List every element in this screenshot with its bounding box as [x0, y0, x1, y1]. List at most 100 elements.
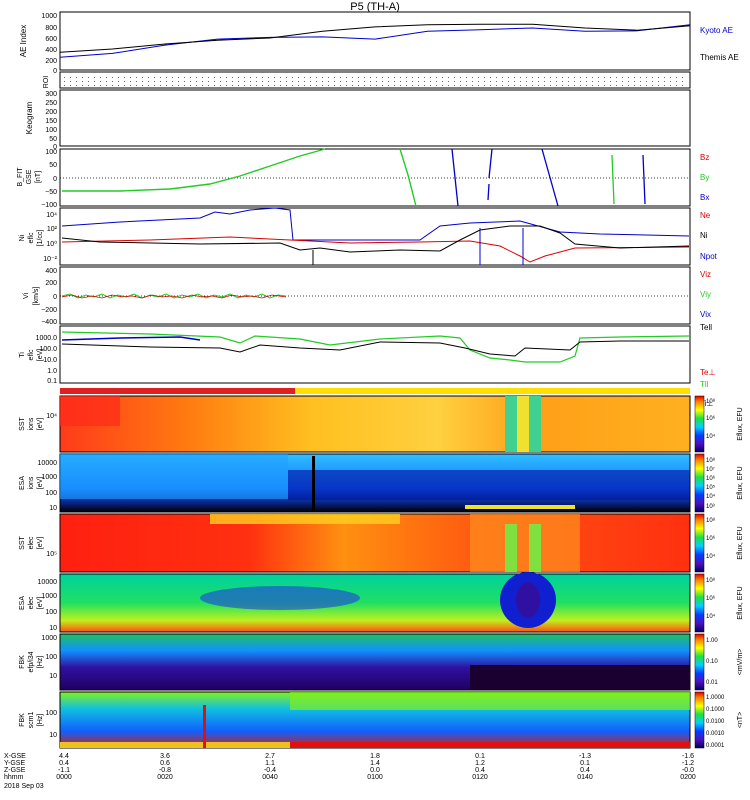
- vi-tick: −200: [41, 307, 57, 314]
- roi-dot: [436, 81, 437, 82]
- roi-dot: [574, 81, 575, 82]
- roi-dot: [166, 81, 167, 82]
- roi-dot: [142, 81, 143, 82]
- ni-ylabel-1: Ni: [19, 234, 26, 241]
- by-drop: [399, 148, 417, 207]
- esa2-tick: 10000: [38, 579, 58, 586]
- roi-dot: [130, 85, 131, 86]
- roi-dot: [310, 81, 311, 82]
- fbk1-tick: 10: [49, 673, 57, 680]
- ae-tick: 1000: [41, 13, 57, 20]
- roi-dot: [220, 81, 221, 82]
- roi-dot: [112, 77, 113, 78]
- roi-dot: [262, 85, 263, 86]
- roi-dot: [304, 81, 305, 82]
- roi-dot: [172, 77, 173, 78]
- cbar-tick: 10⁴: [706, 553, 716, 560]
- vi-tick: 200: [45, 280, 57, 287]
- roi-dot: [652, 81, 653, 82]
- roi-dot: [268, 81, 269, 82]
- keo-tick: 150: [45, 118, 57, 125]
- roi-dot: [622, 85, 623, 86]
- roi-dot: [502, 81, 503, 82]
- hhmm-0: 0000: [56, 774, 72, 781]
- roi-dot: [232, 81, 233, 82]
- roi-dot: [82, 85, 83, 86]
- legend-bz: Bz: [700, 153, 709, 162]
- roi-dot: [400, 77, 401, 78]
- roi-dot: [436, 77, 437, 78]
- ni-tick: 10⁴: [46, 212, 57, 219]
- hhmm-1: 0020: [157, 774, 173, 781]
- roi-dot: [316, 77, 317, 78]
- roi-dot: [190, 85, 191, 86]
- themis-ae-line: [59, 23, 691, 53]
- roi-dot: [286, 77, 287, 78]
- roi-dot: [364, 77, 365, 78]
- roi-dot: [304, 85, 305, 86]
- y-gse-0: 0.4: [59, 760, 69, 767]
- roi-dot: [526, 85, 527, 86]
- roi-dot: [316, 85, 317, 86]
- roi-dot: [148, 81, 149, 82]
- roi-dot: [238, 77, 239, 78]
- roi-dot: [172, 85, 173, 86]
- roi-dot: [598, 81, 599, 82]
- roi-dot: [484, 81, 485, 82]
- esa1-ylabel-2: ions: [28, 476, 35, 489]
- cbar-tick: 10⁸: [706, 577, 716, 584]
- roi-dot: [610, 81, 611, 82]
- roi-dot: [682, 77, 683, 78]
- roi-dot: [304, 77, 305, 78]
- roi-dot: [322, 85, 323, 86]
- z-gse-2: -0.4: [264, 767, 276, 774]
- cbar-label-esa2: Eflux, EFU: [737, 586, 744, 619]
- roi-dot: [346, 77, 347, 78]
- roi-dot: [454, 81, 455, 82]
- roi-dot: [418, 77, 419, 78]
- roi-dot: [496, 85, 497, 86]
- roi-dot: [448, 77, 449, 78]
- roi-dot: [100, 85, 101, 86]
- roi-dot: [586, 81, 587, 82]
- legend-ne: Ne: [700, 211, 711, 220]
- bx-line: [451, 148, 459, 207]
- roi-dot: [136, 81, 137, 82]
- fbk-scm-panel: FBK scm1 [Hz] 100 10: [19, 691, 691, 749]
- roi-dot: [640, 85, 641, 86]
- cbar-tick: 10⁶: [706, 415, 716, 422]
- roi-dot: [142, 77, 143, 78]
- roi-dot: [196, 85, 197, 86]
- cbar-tick: 0.0010: [706, 731, 725, 737]
- roi-dot: [220, 85, 221, 86]
- roi-dot: [214, 81, 215, 82]
- roi-dot: [646, 77, 647, 78]
- roi-dot: [334, 81, 335, 82]
- esa2-tick: 1000: [41, 593, 57, 600]
- roi-dot: [130, 81, 131, 82]
- roi-dot: [406, 85, 407, 86]
- cbar-tick: 10⁸: [706, 398, 716, 405]
- roi-dot: [676, 85, 677, 86]
- roi-dot: [502, 77, 503, 78]
- roi-dot: [214, 77, 215, 78]
- colorbars: 10⁸ 10⁶ 10⁴ 10⁸ 10⁷ 10⁶ 10⁵ 10⁴ 10³ 10⁸ …: [694, 395, 744, 749]
- z-gse-0: -1.1: [58, 767, 70, 774]
- roi-dot: [616, 81, 617, 82]
- roi-dot: [88, 85, 89, 86]
- roi-dot: [226, 85, 227, 86]
- ti-ylabel-3: [eV]: [37, 349, 44, 362]
- tell-line: [61, 340, 689, 357]
- x-date: 2018 Sep 03: [4, 783, 44, 790]
- cbar-label-esa1: Eflux, EFU: [737, 466, 744, 499]
- roi-dot: [298, 81, 299, 82]
- ni-line: [61, 225, 690, 253]
- ti-tick: 1.0: [47, 368, 57, 375]
- roi-dot: [70, 85, 71, 86]
- roi-dot: [514, 81, 515, 82]
- roi-dot: [184, 77, 185, 78]
- roi-dot: [442, 81, 443, 82]
- cbar-tick: 1.0000: [706, 695, 725, 701]
- roi-dot: [568, 77, 569, 78]
- fbk2-tick: 10: [49, 732, 57, 739]
